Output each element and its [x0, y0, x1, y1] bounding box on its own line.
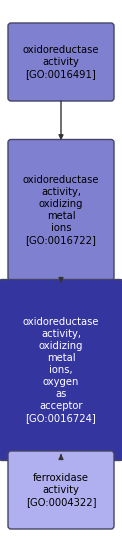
Text: oxidoreductase
activity,
oxidizing
metal
ions,
oxygen
as
acceptor
[GO:0016724]: oxidoreductase activity, oxidizing metal…	[23, 317, 99, 423]
FancyBboxPatch shape	[8, 140, 114, 280]
FancyBboxPatch shape	[8, 23, 114, 101]
Text: oxidoreductase
activity
[GO:0016491]: oxidoreductase activity [GO:0016491]	[23, 45, 99, 79]
FancyBboxPatch shape	[8, 451, 114, 529]
Text: oxidoreductase
activity,
oxidizing
metal
ions
[GO:0016722]: oxidoreductase activity, oxidizing metal…	[23, 175, 99, 245]
Text: ferroxidase
activity
[GO:0004322]: ferroxidase activity [GO:0004322]	[26, 473, 96, 507]
FancyBboxPatch shape	[0, 280, 122, 460]
